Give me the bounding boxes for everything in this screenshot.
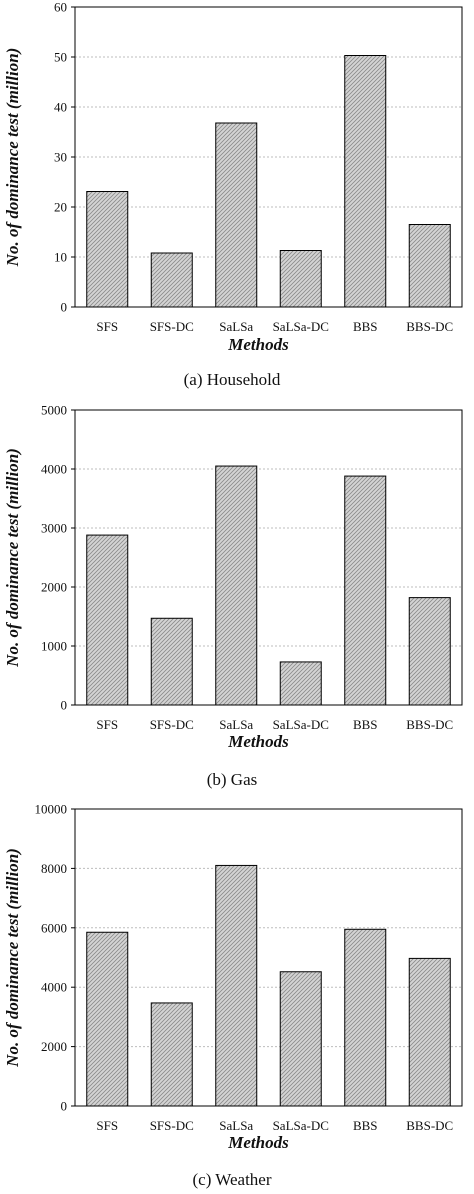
x-tick-label: BBS [353,1118,378,1133]
bar-salsa-dc [279,971,322,1107]
y-tick-label: 4000 [41,980,67,995]
x-tick-label: SFS-DC [150,319,194,334]
bar-salsa-dc [279,661,322,706]
y-tick-label: 2000 [41,1039,67,1054]
y-tick-label: 60 [54,0,67,15]
chart-caption: (a) Household [184,370,281,389]
x-axis-title: Methods [227,732,289,751]
x-tick-label: SaLSa-DC [273,319,329,334]
bar-sfs [86,931,129,1107]
x-tick-label: SaLSa [219,1118,253,1133]
x-tick-label: SFS-DC [150,717,194,732]
x-axis-title: Methods [227,1133,289,1152]
bar-bbs-dc [408,597,451,706]
y-tick-label: 8000 [41,861,67,876]
plot-frame [74,409,463,706]
x-tick-label: SaLSa [219,319,253,334]
chart-panel-2: 0 1000 2000 3000 4000 5000 SFS SFS-DC SaLSa SaLSa… [3,403,463,789]
x-tick-label: BBS-DC [406,319,453,334]
y-tick-label: 5000 [41,403,67,418]
y-axis-title: No. of dominance test (million) [3,448,22,668]
y-tick-label: 10 [54,250,67,265]
bar-sfs [86,534,129,706]
bar-sfs [86,191,129,308]
y-axis-title: No. of dominance test (million) [3,848,22,1068]
y-tick-label: 6000 [41,920,67,935]
y-tick-label: 20 [54,200,67,215]
bar-salsa-dc [279,250,322,308]
y-tick-label: 3000 [41,521,67,536]
y-tick-label: 0 [61,1099,68,1114]
bar-sfs-dc [150,617,193,706]
bar-sfs-dc [150,1002,193,1107]
y-tick-label: 0 [61,300,68,315]
bar-bbs-dc [408,224,451,308]
x-tick-label: BBS [353,717,378,732]
x-tick-label: SFS [96,1118,118,1133]
y-tick-label: 30 [54,150,67,165]
plot-frame [74,6,463,308]
y-axis-title: No. of dominance test (million) [3,48,22,268]
bar-bbs-dc [408,957,451,1107]
bar-bbs [344,475,387,706]
y-tick-label: 1000 [41,639,67,654]
x-tick-label: SaLSa-DC [273,717,329,732]
chart-caption: (b) Gas [207,770,258,789]
y-tick-label: 50 [54,50,67,65]
x-tick-label: SFS [96,319,118,334]
bar-salsa [215,122,258,308]
bar-bbs [344,55,387,308]
bar-salsa [215,864,258,1107]
x-tick-label: SaLSa [219,717,253,732]
y-tick-label: 10000 [35,802,68,817]
x-axis-title: Methods [227,335,289,354]
y-tick-label: 4000 [41,462,67,477]
x-tick-label: BBS [353,319,378,334]
bar-bbs [344,928,387,1107]
chart-panel-1: 0 10 20 30 40 50 60 SFS SFS-DC SaLSa SaLSa-DC BBS BB… [3,0,463,389]
plot-frame [74,808,463,1107]
bar-sfs-dc [150,252,193,308]
y-tick-label: 2000 [41,580,67,595]
bar-salsa [215,465,258,706]
x-tick-label: SaLSa-DC [273,1118,329,1133]
chart-panel-3: 0 2000 4000 6000 8000 10000 SFS SFS-DC SaLSa SaLS… [3,802,463,1189]
x-tick-label: BBS-DC [406,717,453,732]
x-tick-label: SFS [96,717,118,732]
x-tick-label: SFS-DC [150,1118,194,1133]
y-tick-label: 40 [54,100,67,115]
y-tick-label: 0 [61,698,68,713]
chart-caption: (c) Weather [192,1170,271,1189]
x-tick-label: BBS-DC [406,1118,453,1133]
